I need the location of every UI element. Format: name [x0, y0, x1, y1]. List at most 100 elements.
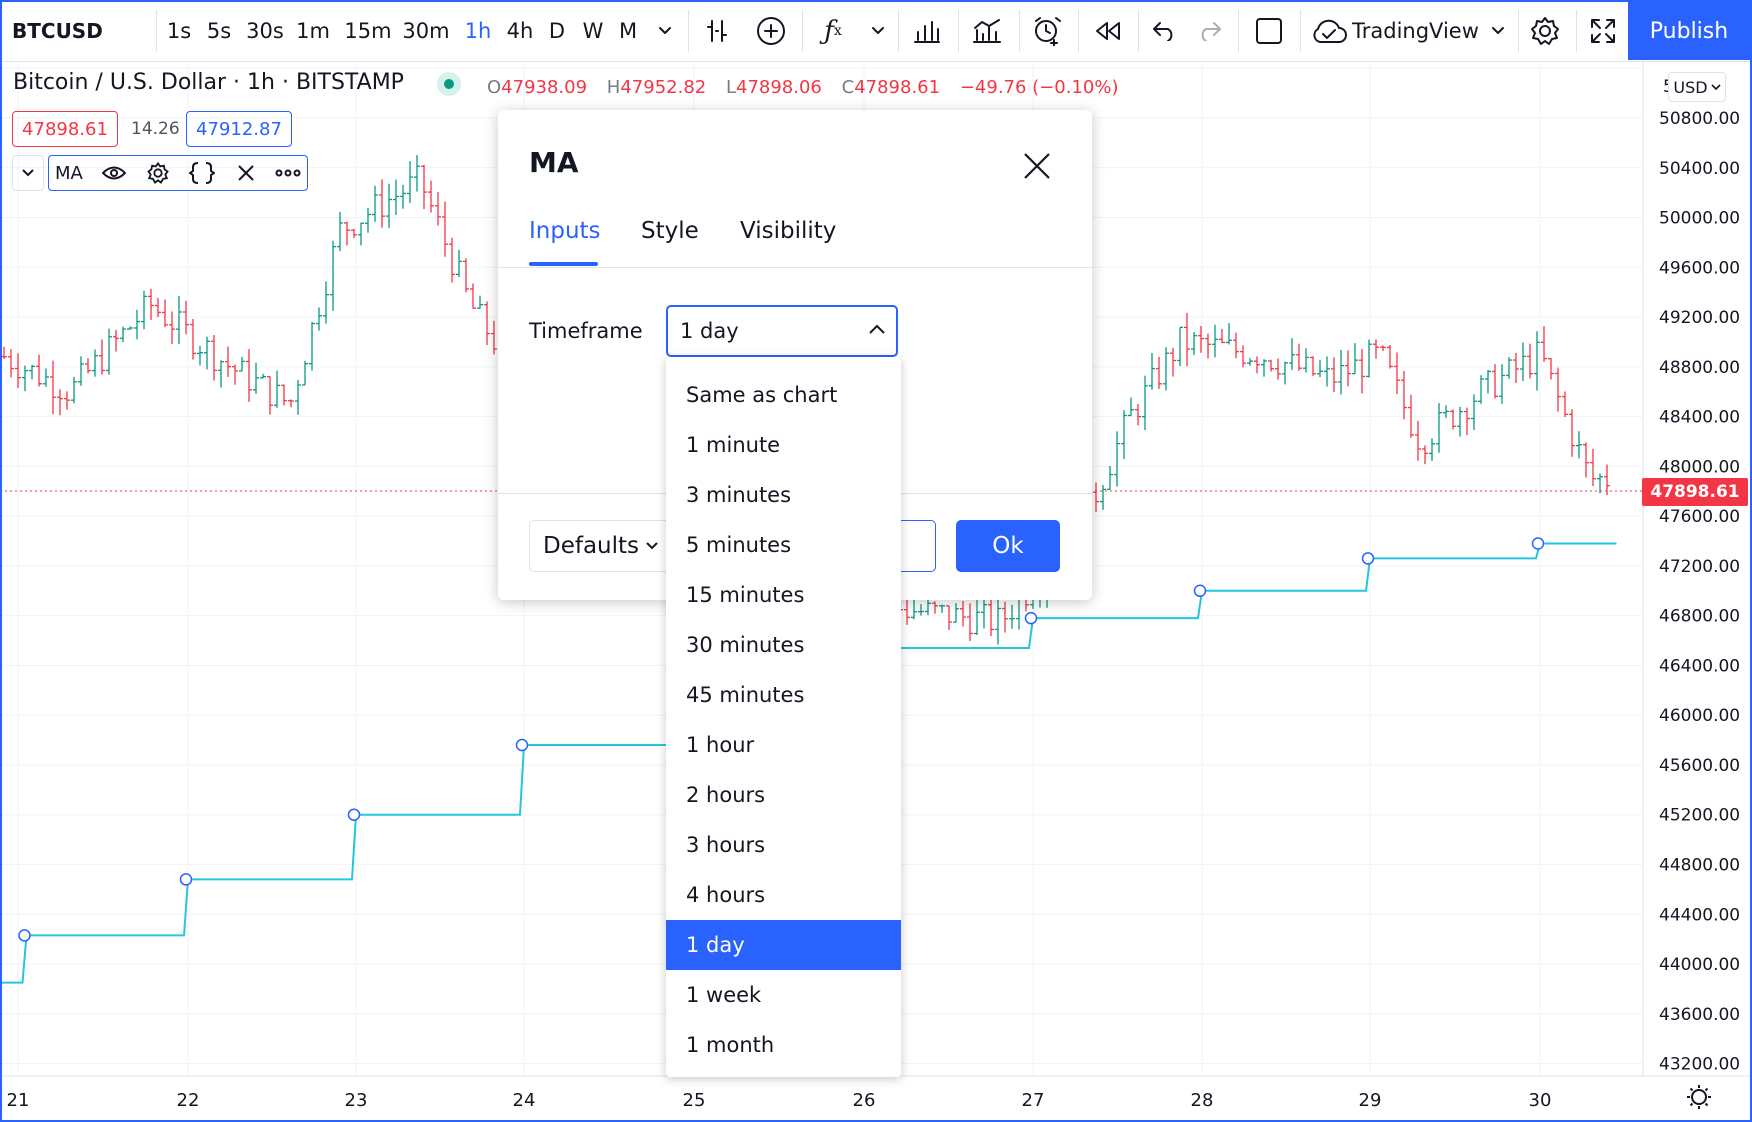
- high-value: 47952.82: [620, 77, 707, 98]
- timeframe-option[interactable]: 1 month: [686, 1033, 775, 1057]
- timeframe-option[interactable]: 2 hours: [686, 783, 766, 807]
- replay-icon[interactable]: [1086, 0, 1130, 62]
- price-bar: [1191, 332, 1197, 356]
- interval-W[interactable]: W: [582, 19, 604, 43]
- redo-icon[interactable]: [1188, 0, 1230, 62]
- interval-1m[interactable]: 1m: [296, 19, 330, 43]
- price-bar: [22, 365, 28, 392]
- collapse-legend-button[interactable]: [12, 155, 44, 191]
- tab-inputs[interactable]: Inputs: [529, 218, 601, 244]
- settings-gear-icon[interactable]: [1522, 0, 1568, 62]
- price-scale-label: 45200.00: [1659, 806, 1740, 826]
- interval-D[interactable]: D: [548, 19, 566, 43]
- price-bar: [1555, 367, 1561, 412]
- symbol-search-button[interactable]: BTCUSD: [12, 19, 103, 43]
- price-bar: [323, 281, 329, 324]
- timeframe-option[interactable]: 30 minutes: [686, 633, 805, 657]
- tab-style[interactable]: Style: [641, 218, 699, 244]
- price-bar: [1177, 326, 1183, 366]
- timeframe-option[interactable]: 1 minute: [686, 433, 781, 457]
- templates-icon[interactable]: [962, 0, 1012, 62]
- timeframe-option[interactable]: 4 hours: [686, 883, 766, 907]
- timeframe-select[interactable]: 1 day: [666, 305, 898, 357]
- price-bar: [134, 309, 140, 340]
- price-bar: [1380, 345, 1386, 352]
- price-bar: [1107, 465, 1113, 491]
- settings-gear-icon[interactable]: [141, 156, 175, 190]
- price-bar: [1576, 431, 1582, 459]
- ok-button[interactable]: Ok: [956, 520, 1060, 572]
- close-icon[interactable]: [229, 156, 263, 190]
- open-label: O: [487, 77, 502, 98]
- toolbar-divider: [1518, 10, 1519, 52]
- interval-5s[interactable]: 5s: [206, 19, 232, 43]
- price-scale: 50800.00 50400.00 50000.00 49600.00 49200.00…: [1659, 77, 1740, 1075]
- source-code-icon[interactable]: [185, 156, 219, 190]
- timeframe-option[interactable]: 1 day: [666, 920, 901, 970]
- interval-15m[interactable]: 15m: [344, 19, 392, 43]
- ma-point-marker: [1531, 537, 1545, 550]
- close-icon[interactable]: [1017, 146, 1057, 186]
- price-bar: [253, 362, 259, 394]
- interval-1s[interactable]: 1s: [166, 19, 192, 43]
- time-scale-label: 27: [1022, 1090, 1045, 1111]
- price-bar: [239, 356, 245, 372]
- price-bar: [428, 180, 434, 213]
- price-bar: [1541, 326, 1547, 362]
- price-bar: [57, 389, 63, 416]
- chevron-up-icon: [869, 324, 885, 334]
- price-bar: [29, 365, 35, 380]
- timeframe-option[interactable]: 5 minutes: [686, 533, 792, 557]
- more-icon[interactable]: [271, 156, 305, 190]
- timeframe-option[interactable]: Same as chart: [686, 383, 838, 407]
- chevron-down-icon[interactable]: [866, 0, 890, 62]
- market-status-indicator[interactable]: [437, 72, 461, 96]
- layout-name[interactable]: TradingView: [1352, 19, 1479, 43]
- cloud-icon[interactable]: [1308, 0, 1350, 62]
- interval-1h[interactable]: 1h: [464, 19, 492, 43]
- sell-button[interactable]: 47898.61: [12, 111, 118, 147]
- timeframe-option[interactable]: 3 minutes: [686, 483, 792, 507]
- chevron-down-icon[interactable]: [1486, 0, 1510, 62]
- timeframe-option[interactable]: 3 hours: [686, 833, 766, 857]
- tab-visibility[interactable]: Visibility: [740, 218, 837, 244]
- buy-button[interactable]: 47912.87: [186, 111, 292, 147]
- add-symbol-icon[interactable]: [748, 0, 794, 62]
- price-bar: [8, 349, 14, 378]
- chart-type-bars-icon[interactable]: [904, 0, 950, 62]
- interval-30m[interactable]: 30m: [402, 19, 450, 43]
- compare-icon[interactable]: [694, 0, 740, 62]
- price-scale-label: 45600.00: [1659, 756, 1740, 776]
- publish-button[interactable]: Publish: [1628, 2, 1750, 60]
- price-bar: [1233, 332, 1239, 359]
- undo-icon[interactable]: [1144, 0, 1186, 62]
- layout-icon[interactable]: [1246, 0, 1292, 62]
- defaults-button[interactable]: Defaults: [529, 520, 679, 572]
- timeframe-option[interactable]: 1 week: [686, 983, 762, 1007]
- chevron-down-icon[interactable]: [654, 0, 676, 62]
- price-scale-label: 46400.00: [1659, 656, 1740, 676]
- timeframe-option[interactable]: 15 minutes: [686, 583, 805, 607]
- low-value: 47898.06: [736, 77, 822, 98]
- price-bar: [64, 391, 70, 410]
- price-bar: [1534, 331, 1540, 391]
- currency-selector[interactable]: USD: [1668, 72, 1726, 102]
- indicator-name[interactable]: MA: [55, 162, 83, 184]
- alert-icon[interactable]: [1024, 0, 1070, 62]
- price-bar: [477, 295, 483, 309]
- fullscreen-icon[interactable]: [1580, 0, 1626, 62]
- eye-icon[interactable]: [97, 156, 131, 190]
- interval-4h[interactable]: 4h: [506, 19, 534, 43]
- interval-30s[interactable]: 30s: [246, 19, 284, 43]
- price-bar: [246, 349, 252, 402]
- price-bar: [1121, 410, 1127, 460]
- timeframe-option[interactable]: 1 hour: [686, 733, 755, 757]
- interval-M[interactable]: M: [618, 19, 638, 43]
- price-bar: [92, 349, 98, 377]
- chart-title[interactable]: Bitcoin / U.S. Dollar · 1h · BITSTAMP: [13, 70, 404, 95]
- timeframe-option[interactable]: 45 minutes: [686, 683, 805, 707]
- indicator-ma-item[interactable]: MA: [48, 155, 308, 191]
- price-bar: [1275, 358, 1281, 380]
